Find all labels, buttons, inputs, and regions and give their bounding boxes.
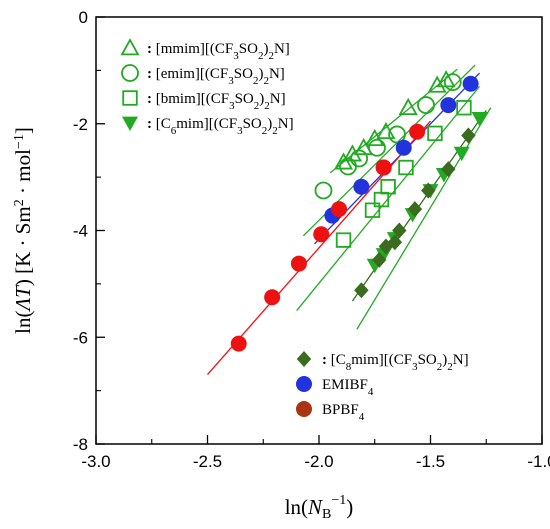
point-emim bbox=[388, 125, 406, 144]
legend-marker-c6mim bbox=[122, 116, 138, 131]
fit-line-bpbf4 bbox=[207, 120, 431, 376]
legend-entry-emim: : [emim][(CF3SO2)2N] bbox=[121, 64, 285, 87]
point-emim bbox=[368, 138, 386, 157]
point-c6mim bbox=[453, 146, 470, 162]
fit-line-c6mim bbox=[356, 107, 492, 330]
point-emibf4 bbox=[353, 178, 370, 195]
point-mmim bbox=[427, 75, 447, 93]
legend-marker-emim bbox=[121, 64, 139, 82]
legend-entry-bpbf4: BPBF4 bbox=[296, 401, 365, 423]
point-c8mim bbox=[461, 127, 476, 144]
legend-marker-emibf4 bbox=[296, 376, 312, 392]
y-tick-label: -6 bbox=[73, 328, 88, 347]
point-bpbf4 bbox=[230, 335, 247, 352]
legend-marker-bmim bbox=[122, 90, 138, 106]
point-emim bbox=[314, 181, 333, 200]
legend-label-bpbf4: BPBF4 bbox=[322, 402, 365, 423]
point-bpbf4 bbox=[331, 201, 348, 218]
point-bpbf4 bbox=[264, 289, 281, 306]
legend-label-emibf4: EMIBF4 bbox=[322, 377, 374, 398]
legend-label-c6mim: : [C6mim][(CF3SO2)2N] bbox=[147, 116, 294, 137]
axis-ticks bbox=[95, 16, 543, 445]
point-bmim bbox=[456, 100, 472, 116]
legend-label-bmim: : [bmim][(CF3SO2)2N] bbox=[147, 91, 286, 112]
y-axis-title: ln(ΛT) [K · Sm2 · mol−1] bbox=[11, 127, 35, 334]
legend-entry-bmim: : [bmim][(CF3SO2)2N] bbox=[122, 90, 286, 112]
x-tick-label: -2.5 bbox=[193, 452, 222, 471]
legend-label-c8mim: : [C8mim][(CF3SO2)2N] bbox=[322, 352, 469, 373]
point-bmim bbox=[398, 159, 414, 176]
point-emibf4 bbox=[462, 75, 479, 92]
point-mmim bbox=[376, 121, 396, 140]
point-bpbf4 bbox=[409, 123, 426, 140]
y-tick-label: -8 bbox=[73, 435, 88, 454]
x-tick-label: -1.0 bbox=[527, 452, 550, 471]
point-bpbf4 bbox=[290, 255, 307, 272]
point-emibf4 bbox=[440, 97, 457, 114]
point-c8mim bbox=[372, 251, 387, 268]
y-tick-label: -2 bbox=[73, 115, 88, 134]
point-c6mim bbox=[471, 112, 488, 127]
legend-marker-mmim bbox=[120, 38, 140, 56]
x-tick-label: -1.5 bbox=[416, 452, 445, 471]
point-bmim bbox=[380, 179, 396, 195]
x-axis-title: ln(NB−1) bbox=[285, 493, 354, 523]
point-c8mim bbox=[407, 201, 423, 218]
legend-entry-emibf4: EMIBF4 bbox=[296, 376, 374, 398]
point-mmim bbox=[354, 137, 374, 156]
point-emibf4 bbox=[395, 139, 412, 156]
legend-label-mmim: : [mmim][(CF3SO2)2N] bbox=[147, 41, 290, 62]
legend: : [mmim][(CF3SO2)2N] : [emim][(CF3SO2)2N]… bbox=[120, 38, 469, 423]
point-c8mim bbox=[387, 234, 403, 251]
point-bpbf4 bbox=[313, 226, 330, 243]
legend-entry-c6mim: : [C6mim][(CF3SO2)2N] bbox=[122, 116, 294, 137]
point-bpbf4 bbox=[375, 159, 392, 176]
point-c8mim bbox=[441, 161, 456, 178]
point-c8mim bbox=[354, 282, 369, 299]
point-mmim bbox=[398, 97, 418, 116]
legend-entry-c8mim: : [C8mim][(CF3SO2)2N] bbox=[296, 351, 469, 373]
point-emim bbox=[443, 73, 462, 92]
legend-marker-bpbf4 bbox=[296, 401, 312, 417]
y-tick-label: -4 bbox=[73, 222, 88, 241]
x-tick-label: -2.0 bbox=[304, 452, 333, 471]
point-bmim bbox=[335, 232, 352, 248]
x-tick-label: -3.0 bbox=[81, 452, 110, 471]
point-emim bbox=[350, 149, 369, 168]
tick-labels: -3.0 -2.5 -2.0 -1.5 -1.0 -8 -6 -4 -2 0 bbox=[73, 8, 550, 471]
legend-entry-mmim: : [mmim][(CF3SO2)2N] bbox=[120, 38, 290, 62]
point-bmim bbox=[364, 202, 381, 218]
point-c8mim bbox=[392, 222, 407, 239]
legend-label-emim: : [emim][(CF3SO2)2N] bbox=[147, 66, 285, 87]
data-markers bbox=[230, 70, 488, 352]
legend-marker-c8mim bbox=[296, 351, 312, 367]
point-bmim bbox=[427, 125, 443, 142]
point-c8mim bbox=[421, 182, 436, 199]
point-emim bbox=[417, 96, 435, 114]
y-tick-label: 0 bbox=[79, 8, 88, 27]
